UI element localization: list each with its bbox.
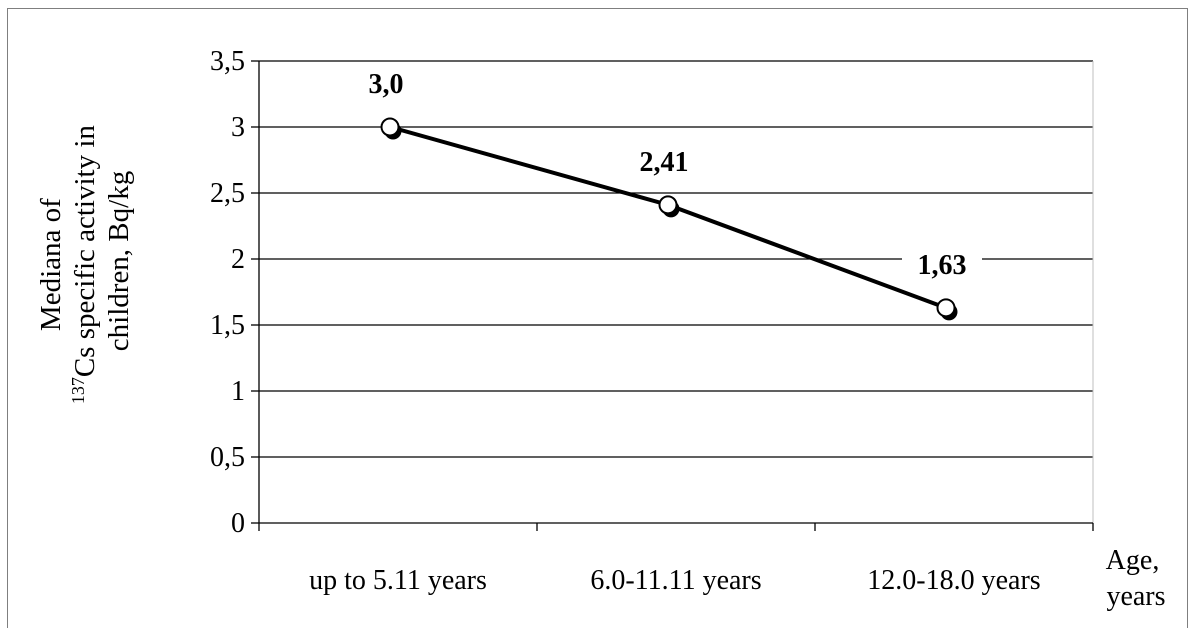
data-point-marker bbox=[936, 298, 956, 318]
y-axis-title: Mediana of 137Cs specific activity in ch… bbox=[35, 118, 135, 404]
y-tick-label: 1,5 bbox=[210, 310, 245, 341]
y-tick-label: 0,5 bbox=[210, 442, 245, 473]
data-label-background bbox=[902, 245, 982, 284]
y-tick-label: 3 bbox=[231, 112, 245, 143]
y-tick-label: 0 bbox=[231, 508, 245, 539]
line-chart: 0 0,5 1 1,5 2 2,5 3 3,5 up to 5.11 years 6.0-11.… bbox=[35, 46, 1167, 612]
axes bbox=[251, 60, 1094, 531]
y-tick-label: 2 bbox=[231, 244, 245, 275]
x-axis-title: Age, years bbox=[1106, 545, 1167, 612]
y-tick-label: 3,5 bbox=[210, 46, 245, 77]
x-tick-label: 12.0-18.0 years bbox=[867, 565, 1040, 596]
y-tick-label: 1 bbox=[231, 376, 245, 407]
data-label-background bbox=[624, 142, 704, 181]
y-axis-title-superscript: 137 bbox=[68, 377, 88, 404]
y-axis-title-line-3: children, Bq/kg bbox=[103, 171, 135, 351]
y-tick-label: 2,5 bbox=[210, 178, 245, 209]
x-axis-title-line-1: Age, bbox=[1106, 545, 1160, 576]
x-tick-labels: up to 5.11 years 6.0-11.11 years 12.0-18.0… bbox=[309, 565, 1041, 596]
x-tick-label: up to 5.11 years bbox=[309, 565, 487, 596]
data-point-marker bbox=[658, 195, 678, 215]
data-label-background bbox=[353, 65, 419, 103]
data-point-marker bbox=[380, 117, 400, 137]
series-line bbox=[380, 117, 958, 321]
data-labels: 3,0 2,41 1,63 bbox=[353, 65, 982, 284]
y-axis-title-line-1: Mediana of bbox=[35, 198, 67, 331]
y-tick-labels: 0 0,5 1 1,5 2 2,5 3 3,5 bbox=[210, 46, 245, 539]
data-label: 1,63 bbox=[918, 250, 967, 281]
data-label: 3,0 bbox=[369, 69, 404, 100]
x-tick-label: 6.0-11.11 years bbox=[590, 565, 761, 596]
data-label: 2,41 bbox=[640, 147, 689, 178]
y-axis-title-line-2: Cs specific activity in bbox=[69, 125, 101, 378]
chart-container: 0 0,5 1 1,5 2 2,5 3 3,5 up to 5.11 years 6.0-11.… bbox=[7, 8, 1188, 628]
x-axis-title-line-2: years bbox=[1106, 581, 1165, 612]
